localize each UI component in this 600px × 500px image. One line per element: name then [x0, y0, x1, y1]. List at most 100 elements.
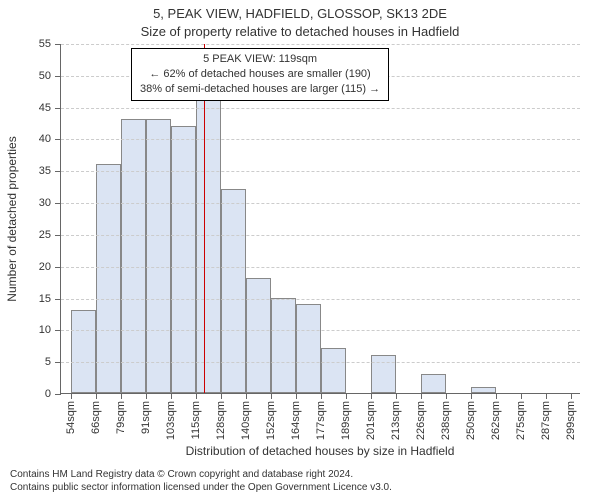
y-axis-label: Number of detached properties — [5, 136, 19, 301]
y-tick-label: 30 — [39, 197, 51, 209]
title-address: 5, PEAK VIEW, HADFIELD, GLOSSOP, SK13 2D… — [0, 6, 600, 21]
x-tick-label: 54sqm — [65, 401, 77, 434]
grid-line — [61, 299, 580, 300]
histogram-bar — [121, 119, 146, 393]
y-tick — [55, 394, 61, 395]
x-tick-label: 66sqm — [90, 401, 102, 434]
title-subtitle: Size of property relative to detached ho… — [0, 24, 600, 39]
y-tick-label: 5 — [45, 356, 51, 368]
grid-line — [61, 267, 580, 268]
y-tick — [55, 44, 61, 45]
x-tick — [346, 393, 347, 399]
x-tick — [371, 393, 372, 399]
x-tick — [396, 393, 397, 399]
y-tick-label: 10 — [39, 324, 51, 336]
x-axis-label: Distribution of detached houses by size … — [60, 444, 580, 458]
histogram-bar — [146, 119, 171, 393]
histogram-bar — [371, 355, 396, 393]
x-tick — [171, 393, 172, 399]
x-tick-label: 299sqm — [565, 401, 577, 440]
x-tick — [71, 393, 72, 399]
x-tick-label: 177sqm — [315, 401, 327, 440]
x-tick-label: 128sqm — [215, 401, 227, 440]
histogram-bar — [96, 164, 121, 393]
x-tick-label: 103sqm — [165, 401, 177, 440]
x-tick-label: 152sqm — [265, 401, 277, 440]
plot-area: 051015202530354045505554sqm66sqm79sqm91s… — [60, 44, 580, 394]
grid-line — [61, 44, 580, 45]
x-tick — [246, 393, 247, 399]
annotation-line: 5 PEAK VIEW: 119sqm — [140, 52, 380, 67]
x-tick-label: 262sqm — [490, 401, 502, 440]
x-tick — [96, 393, 97, 399]
grid-line — [61, 203, 580, 204]
x-tick-label: 275sqm — [515, 401, 527, 440]
y-tick — [55, 267, 61, 268]
y-tick — [55, 299, 61, 300]
y-tick-label: 40 — [39, 133, 51, 145]
y-tick — [55, 235, 61, 236]
y-tick-label: 55 — [39, 38, 51, 50]
histogram-bar — [171, 126, 196, 393]
histogram-bar — [71, 310, 96, 393]
x-tick-label: 115sqm — [190, 401, 202, 439]
footer-attribution: Contains HM Land Registry data © Crown c… — [10, 468, 392, 494]
y-tick-label: 35 — [39, 165, 51, 177]
y-tick — [55, 108, 61, 109]
y-tick — [55, 139, 61, 140]
x-tick-label: 250sqm — [465, 401, 477, 440]
y-tick — [55, 330, 61, 331]
x-tick — [496, 393, 497, 399]
grid-line — [61, 362, 580, 363]
x-tick-label: 140sqm — [240, 401, 252, 440]
grid-line — [61, 108, 580, 109]
histogram-bar — [296, 304, 321, 393]
annotation-line: 38% of semi-detached houses are larger (… — [140, 82, 380, 97]
histogram-bar — [321, 348, 346, 393]
x-tick — [446, 393, 447, 399]
histogram-bar — [196, 75, 221, 393]
x-tick-label: 189sqm — [340, 401, 352, 440]
grid-line — [61, 139, 580, 140]
x-tick-label: 213sqm — [390, 401, 402, 440]
y-tick-label: 50 — [39, 70, 51, 82]
x-tick-label: 287sqm — [540, 401, 552, 440]
x-tick — [121, 393, 122, 399]
y-tick — [55, 203, 61, 204]
annotation-line: ← 62% of detached houses are smaller (19… — [140, 67, 380, 82]
y-tick — [55, 362, 61, 363]
x-tick-label: 79sqm — [115, 401, 127, 434]
grid-line — [61, 235, 580, 236]
footer-line-2: Contains public sector information licen… — [10, 481, 392, 494]
grid-line — [61, 330, 580, 331]
x-tick-label: 164sqm — [290, 401, 302, 440]
y-tick-label: 25 — [39, 229, 51, 241]
histogram-bar — [471, 387, 496, 393]
y-tick-label: 45 — [39, 102, 51, 114]
histogram-bar — [246, 278, 271, 393]
x-tick — [546, 393, 547, 399]
histogram-bar — [271, 298, 296, 393]
y-tick-label: 15 — [39, 293, 51, 305]
x-tick — [521, 393, 522, 399]
x-tick — [196, 393, 197, 399]
y-tick-label: 0 — [45, 388, 51, 400]
x-tick-label: 91sqm — [140, 401, 152, 434]
annotation-box: 5 PEAK VIEW: 119sqm← 62% of detached hou… — [131, 48, 389, 101]
chart-container: 5, PEAK VIEW, HADFIELD, GLOSSOP, SK13 2D… — [0, 0, 600, 500]
x-tick-label: 201sqm — [365, 401, 377, 440]
x-tick — [296, 393, 297, 399]
x-tick — [421, 393, 422, 399]
y-tick-label: 20 — [39, 261, 51, 273]
x-tick — [221, 393, 222, 399]
x-tick — [571, 393, 572, 399]
x-tick — [271, 393, 272, 399]
footer-line-1: Contains HM Land Registry data © Crown c… — [10, 468, 392, 481]
x-tick-label: 226sqm — [415, 401, 427, 440]
y-tick — [55, 171, 61, 172]
grid-line — [61, 171, 580, 172]
x-tick — [321, 393, 322, 399]
y-tick — [55, 76, 61, 77]
histogram-bar — [421, 374, 446, 393]
x-tick-label: 238sqm — [440, 401, 452, 440]
